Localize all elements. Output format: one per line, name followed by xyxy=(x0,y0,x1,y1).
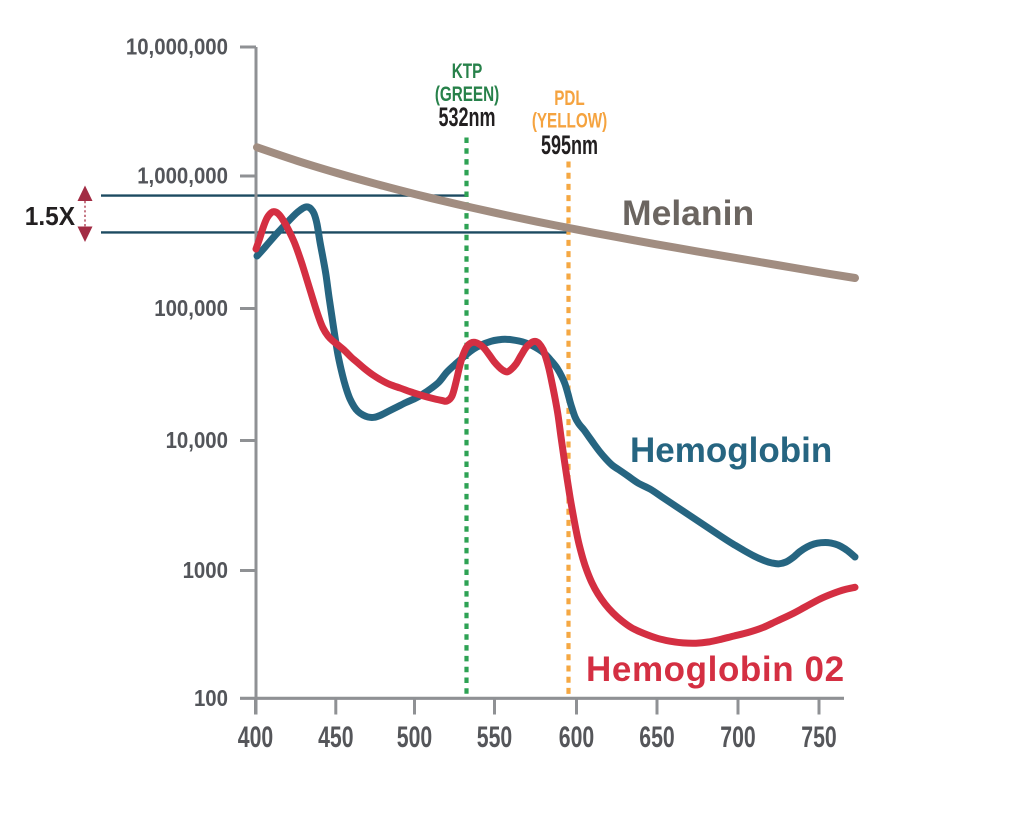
svg-text:550: 550 xyxy=(477,722,512,754)
svg-text:595nm: 595nm xyxy=(541,129,598,159)
svg-text:10,000,000: 10,000,000 xyxy=(126,33,228,60)
svg-text:(GREEN): (GREEN) xyxy=(435,81,499,105)
svg-text:100: 100 xyxy=(194,685,228,712)
svg-text:532nm: 532nm xyxy=(438,101,495,131)
svg-text:1.5X: 1.5X xyxy=(25,202,75,231)
svg-text:450: 450 xyxy=(318,722,353,754)
svg-text:Melanin: Melanin xyxy=(622,193,754,233)
svg-text:400: 400 xyxy=(238,722,273,754)
svg-text:Hemoglobin 02: Hemoglobin 02 xyxy=(586,650,845,689)
svg-text:500: 500 xyxy=(397,722,432,754)
svg-text:PDL: PDL xyxy=(554,85,584,109)
svg-text:KTP: KTP xyxy=(452,58,482,82)
svg-text:10,000: 10,000 xyxy=(166,427,228,454)
svg-text:1000: 1000 xyxy=(183,557,228,584)
svg-text:1,000,000: 1,000,000 xyxy=(137,162,228,189)
svg-text:650: 650 xyxy=(639,722,674,754)
svg-text:Hemoglobin: Hemoglobin xyxy=(630,431,832,470)
svg-text:(YELLOW): (YELLOW) xyxy=(532,108,607,132)
svg-text:600: 600 xyxy=(559,722,594,754)
svg-text:100,000: 100,000 xyxy=(154,295,228,322)
svg-text:750: 750 xyxy=(801,722,836,754)
svg-text:700: 700 xyxy=(720,722,755,754)
